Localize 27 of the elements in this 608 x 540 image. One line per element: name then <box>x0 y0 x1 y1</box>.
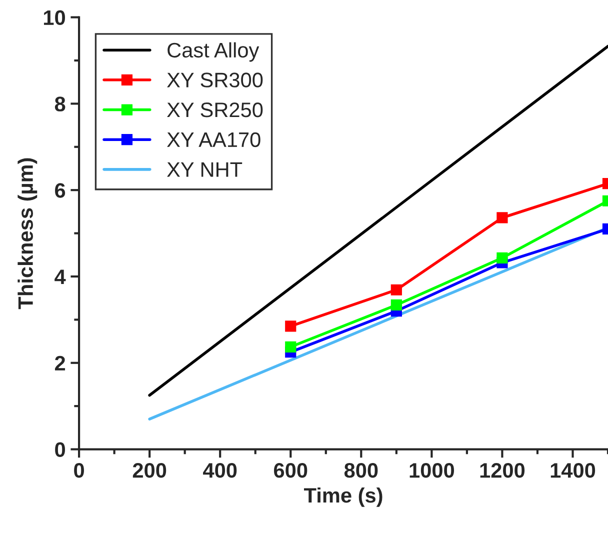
point <box>390 299 402 311</box>
x-tick-label: 400 <box>203 463 237 478</box>
x-tick-label: 1200 <box>480 463 525 478</box>
legend-label: Cast Alloy <box>168 42 260 62</box>
point <box>390 284 402 296</box>
legend-label: XY SR250 <box>167 102 263 118</box>
x-tick-label: 800 <box>344 463 378 478</box>
legend-label: XY SR300 <box>167 72 263 88</box>
x-tick-label: 1000 <box>410 463 454 478</box>
x-axis-title: Time (s) <box>304 487 382 507</box>
y-axis-title: Thickness (µm) <box>18 158 38 310</box>
legend-label: XY AA170 <box>167 132 260 148</box>
y-tick-label: 8 <box>54 96 66 112</box>
x-tick-label: 200 <box>132 463 166 478</box>
y-tick-label: 10 <box>44 10 65 26</box>
point <box>496 252 508 264</box>
legend-label: XY NHT <box>167 162 242 177</box>
y-tick-label: 6 <box>55 183 66 198</box>
y-tick-label: 4 <box>54 270 66 284</box>
point <box>285 320 296 332</box>
x-tick-label: 0 <box>74 463 84 478</box>
point <box>285 341 296 352</box>
y-tick-label: 2 <box>54 356 66 370</box>
x-tick-label: 600 <box>274 463 308 478</box>
point <box>496 212 508 224</box>
x-tick-label: 1400 <box>550 463 596 478</box>
y-tick-label: 0 <box>55 442 65 458</box>
